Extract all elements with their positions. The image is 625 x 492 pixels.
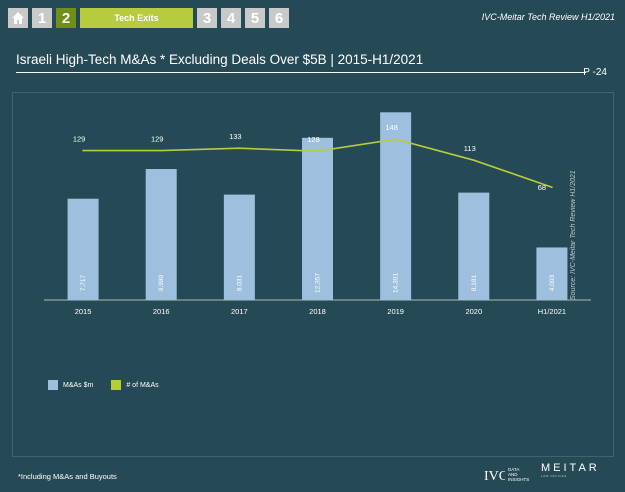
bar-value-label-2020: 8,181 [471, 274, 478, 291]
x-tick-label-H1/2021: H1/2021 [538, 307, 566, 316]
bar-2019 [380, 112, 412, 300]
ivc-logo-text: DATA AND INSIGHTS [508, 467, 529, 482]
line-point-2019 [394, 138, 397, 140]
line-value-label-2015: 129 [73, 135, 86, 144]
bar-value-label-2016: 9,980 [158, 274, 165, 291]
chart-frame [12, 92, 614, 457]
nav-item-6[interactable]: 6 [269, 8, 289, 28]
bar-value-label-2019: 14,301 [393, 273, 400, 293]
line-point-2015 [82, 149, 84, 152]
legend-item-bars: M&As $m [48, 380, 93, 390]
line-value-label-H1/2021: 68 [538, 183, 546, 192]
x-tick-label-2016: 2016 [153, 307, 170, 316]
meitar-logo: MEITAR LAW OFFICES [541, 462, 600, 478]
bar-value-label-2018: 12,357 [315, 273, 322, 293]
section-nav: 1 2 Tech Exits 3 4 5 6 [8, 8, 289, 28]
page-title: Israeli High-Tech M&As * Excluding Deals… [16, 52, 424, 67]
bar-value-label-2017: 8,031 [236, 274, 243, 291]
home-button[interactable] [8, 8, 28, 28]
ivc-logo-line-2: AND [508, 471, 518, 477]
legend-label-line: # of M&As [126, 381, 159, 389]
legend-item-line: # of M&As [111, 380, 159, 390]
nav-item-3[interactable]: 3 [197, 8, 217, 28]
nav-item-2[interactable]: 2 [56, 8, 76, 28]
line-value-label-2017: 133 [229, 132, 242, 141]
meitar-logo-sub: LAW OFFICES [541, 474, 567, 478]
side-source-note: Source: IVC-Meitar Tech Review H1/2021 [570, 170, 577, 300]
page-number: P -24 [583, 67, 607, 78]
x-tick-label-2018: 2018 [309, 307, 326, 316]
line-value-label-2020: 113 [464, 144, 476, 153]
legend-swatch-bars [48, 380, 58, 390]
x-tick-label-2019: 2019 [387, 307, 404, 316]
line-point-2018 [316, 150, 319, 152]
legend-swatch-line [111, 380, 122, 390]
chart-legend: M&As $m # of M&As [48, 380, 159, 390]
bar-value-label-H1/2021: 4,003 [549, 274, 556, 291]
line-point-2017 [238, 147, 241, 149]
line-value-label-2016: 129 [151, 135, 164, 144]
line-value-label-2019: 148 [385, 123, 398, 132]
svg-text:IVC: IVC [484, 469, 505, 484]
home-icon [12, 12, 24, 24]
line-value-label-2018: 128 [307, 135, 320, 144]
ivc-logo-line-1: DATA [508, 466, 520, 472]
bar-value-label-2015: 7,717 [80, 274, 87, 291]
bar-2018 [302, 137, 333, 300]
bar-2020 [458, 192, 490, 300]
header-source: IVC-Meitar Tech Review H1/2021 [481, 12, 615, 22]
legend-label-bars: M&As $m [63, 381, 94, 389]
bar-2015 [67, 198, 99, 300]
nav-item-4[interactable]: 4 [221, 8, 241, 28]
line-point-H1/2021 [551, 186, 553, 188]
nav-active-tab-label[interactable]: Tech Exits [80, 8, 193, 28]
nav-item-5[interactable]: 5 [245, 8, 265, 28]
x-tick-label-2020: 2020 [465, 307, 482, 316]
ivc-logo-mark: IVC [484, 469, 505, 484]
title-divider [16, 72, 586, 73]
bar-H1/2021 [536, 247, 568, 300]
bar-2017 [223, 194, 255, 300]
nav-item-1[interactable]: 1 [32, 8, 52, 28]
line-point-2020 [472, 159, 475, 161]
x-tick-label-2015: 2015 [75, 307, 92, 316]
meitar-logo-text: MEITAR [541, 462, 600, 474]
footnote: *Including M&As and Buyouts [18, 472, 117, 481]
x-tick-label-2017: 2017 [231, 307, 248, 316]
line-point-2016 [160, 149, 163, 152]
bar-2016 [145, 169, 177, 300]
ivc-logo: IVC DATA AND INSIGHTS [483, 461, 529, 487]
ivc-logo-line-3: INSIGHTS [508, 476, 530, 482]
